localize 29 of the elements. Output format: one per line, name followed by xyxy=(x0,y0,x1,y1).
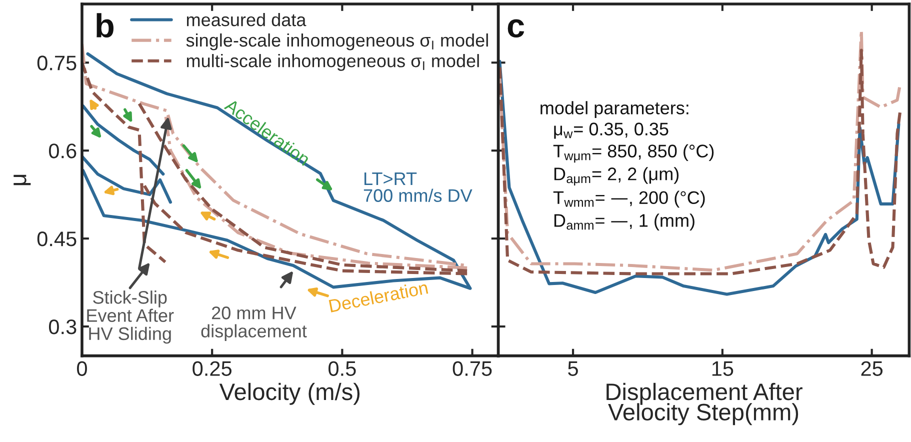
x-tick-label: 0.5 xyxy=(328,361,356,376)
x-tick-label: 0.25 xyxy=(192,361,232,376)
annotation: Deceleration xyxy=(328,280,428,312)
annotation: 20 mm HV displacement xyxy=(201,306,307,342)
annotation: model parameters: xyxy=(540,101,688,118)
annotation: T$_{wμm}$= 850, 850 (°C) xyxy=(553,144,714,163)
legend-label: multi-scale inhomogeneous σ$_{I}$ model xyxy=(186,54,479,71)
x-axis-title: Displacement After Velocity Step(mm) xyxy=(606,382,802,426)
annotation: D$_{amm}$= —, 1 (mm) xyxy=(554,214,694,230)
annotation: T$_{wmm}$= —, 200 (°C) xyxy=(553,190,705,208)
legend-label: measured data xyxy=(186,13,306,26)
annotation: LT>RT 700 mm/s DV xyxy=(364,172,472,202)
y-tick-label: 0.3 xyxy=(48,319,76,334)
x-tick-label: 5 xyxy=(568,361,578,376)
x-tick-label: 25 xyxy=(861,361,883,376)
annotation: b xyxy=(96,13,114,38)
annotation: Stick-Slip Event After HV Sliding xyxy=(87,290,174,344)
y-tick-label: 0.75 xyxy=(37,56,76,70)
legend-label: single-scale inhomogeneous σ$_{I}$ model xyxy=(186,33,488,50)
y-tick-label: 0.6 xyxy=(48,144,76,158)
x-axis-title: Velocity (m/s) xyxy=(219,382,360,405)
annotation: c xyxy=(508,19,524,38)
annotation: μ$_{w}$= 0.35, 0.35 xyxy=(554,122,668,139)
x-tick-label: 0 xyxy=(77,361,87,376)
annotation: D$_{aμm}$= 2, 2 (μm) xyxy=(554,167,679,186)
y-axis-title: μ xyxy=(14,174,31,186)
x-tick-label: 15 xyxy=(712,361,734,376)
x-tick-label: 0.75 xyxy=(452,361,492,376)
y-tick-label: 0.45 xyxy=(37,232,76,246)
